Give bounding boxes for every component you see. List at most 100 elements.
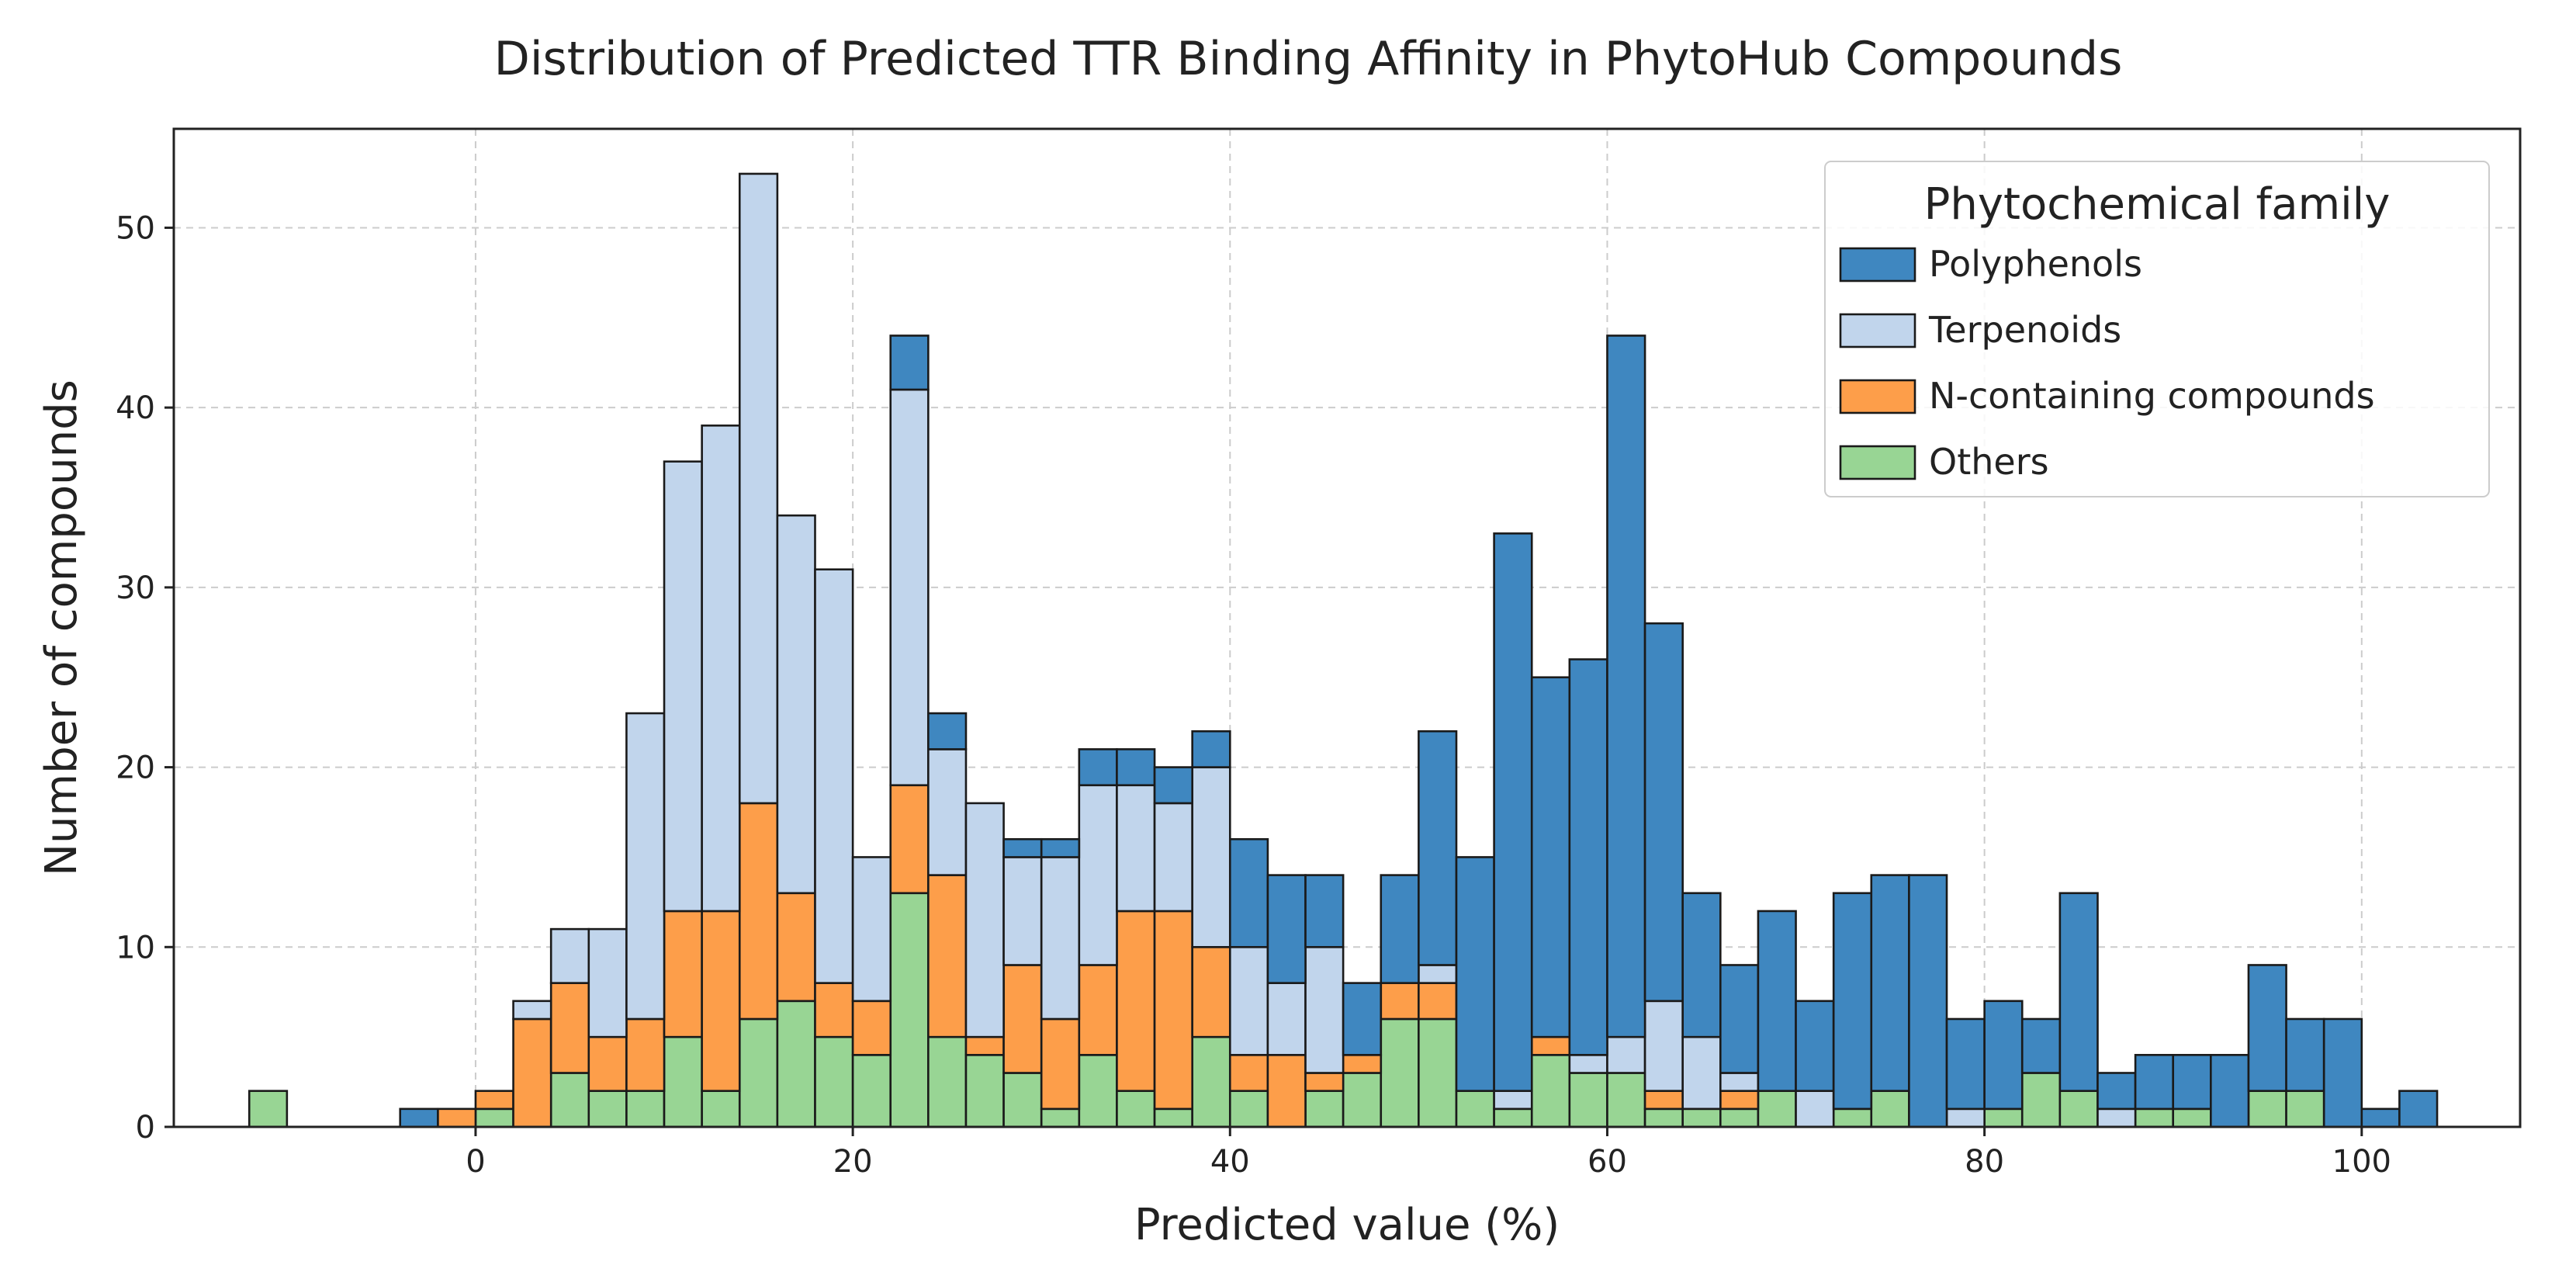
bar-polyphenols-bin-56 <box>2360 1107 2401 1128</box>
bar-n-containing-compounds-bin-12 <box>701 910 741 1092</box>
bar-polyphenols-bin-27 <box>1266 874 1307 984</box>
bar-terpenoids-bin-22 <box>1078 784 1118 966</box>
bar-n-containing-compounds-bin-14 <box>776 892 816 1003</box>
bar-polyphenols-bin-36 <box>1606 334 1646 1038</box>
bar-terpenoids-bin-14 <box>776 514 816 895</box>
bar-others-bin-14 <box>776 1000 816 1128</box>
bar-terpenoids-bin-20 <box>1002 856 1043 966</box>
bar-polyphenols-bin-44 <box>1908 874 1948 1128</box>
bar-polyphenols-bin-45 <box>1945 1017 1986 1111</box>
bar-others-bin-33 <box>1493 1107 1533 1128</box>
legend-label: Polyphenols <box>1929 243 2142 285</box>
bar-others-bin-53 <box>2247 1090 2287 1128</box>
bar-others-bin-18 <box>927 1035 968 1128</box>
bar-n-containing-compounds-bin-28 <box>1304 1072 1345 1092</box>
bar-others-bin-51 <box>2172 1107 2212 1128</box>
bar-n-containing-compounds-bin-23 <box>1116 910 1156 1092</box>
bar-others-bin-43 <box>1870 1090 1910 1128</box>
bar-terpenoids-bin-18 <box>927 748 968 876</box>
legend-label: N-containing compounds <box>1929 375 2375 417</box>
bar-polyphenols-bin-34 <box>1530 676 1571 1038</box>
bar-others-bin-8 <box>549 1072 590 1128</box>
bar-terpenoids-bin-25 <box>1191 766 1231 948</box>
bar-others-bin-26 <box>1228 1090 1269 1128</box>
bar-others-bin-6 <box>474 1107 514 1128</box>
legend-label: Terpenoids <box>1928 309 2121 351</box>
bar-polyphenols-bin-30 <box>1380 874 1420 984</box>
bar-others-bin-0 <box>248 1090 289 1128</box>
bar-terpenoids-bin-9 <box>587 927 628 1038</box>
bar-terpenoids-bin-8 <box>549 927 590 984</box>
bar-n-containing-compounds-bin-8 <box>549 982 590 1074</box>
plot-frame <box>172 127 2522 1128</box>
bar-n-containing-compounds-bin-29 <box>1342 1054 1383 1074</box>
legend-items: Polyphenols Terpenoids N-containing compou… <box>1839 243 2375 483</box>
bar-terpenoids-bin-12 <box>701 425 741 913</box>
bar-polyphenols-bin-17 <box>889 334 930 391</box>
bar-n-containing-compounds-bin-11 <box>663 910 703 1038</box>
bar-n-containing-compounds-bin-22 <box>1078 964 1118 1056</box>
bar-terpenoids-bin-24 <box>1153 802 1193 913</box>
bar-others-bin-37 <box>1643 1107 1684 1128</box>
legend-box <box>1824 161 2490 497</box>
bar-terpenoids-bin-35 <box>1568 1054 1608 1074</box>
legend-title: Phytochemical family <box>1924 179 2391 230</box>
bar-others-bin-50 <box>2134 1107 2175 1128</box>
bar-terpenoids-bin-33 <box>1493 1090 1533 1111</box>
bar-polyphenols-bin-21 <box>1040 837 1081 858</box>
x-tick-label: 0 <box>466 1144 485 1180</box>
bar-terpenoids-bin-19 <box>964 802 1005 1038</box>
bar-terpenoids-bin-31 <box>1418 964 1458 984</box>
bar-others-bin-24 <box>1153 1107 1193 1128</box>
bar-terpenoids-bin-41 <box>1795 1090 1835 1128</box>
bar-others-bin-40 <box>1757 1090 1797 1128</box>
bar-others-bin-46 <box>1983 1107 2024 1128</box>
x-tick-label: 60 <box>1587 1144 1627 1180</box>
bar-n-containing-compounds-bin-7 <box>512 1017 552 1128</box>
bar-polyphenols-bin-52 <box>2210 1054 2250 1128</box>
bar-polyphenols-bin-18 <box>927 712 968 750</box>
y-tick-label: 20 <box>116 750 155 786</box>
bar-polyphenols-bin-57 <box>2398 1090 2439 1128</box>
bar-others-bin-48 <box>2058 1090 2099 1128</box>
bar-polyphenols-bin-20 <box>1002 837 1043 858</box>
bar-terpenoids-bin-28 <box>1304 945 1345 1074</box>
bar-others-bin-20 <box>1002 1072 1043 1128</box>
bar-polyphenols-bin-42 <box>1832 892 1873 1111</box>
bar-polyphenols-bin-40 <box>1757 910 1797 1092</box>
bar-others-bin-31 <box>1418 1017 1458 1128</box>
bar-n-containing-compounds-bin-34 <box>1530 1035 1571 1056</box>
legend-swatch <box>1839 313 1916 348</box>
legend-swatch <box>1839 445 1916 480</box>
bar-others-bin-35 <box>1568 1072 1608 1128</box>
y-axis-ticks: 0 10 20 30 40 50 <box>116 210 174 1146</box>
bar-polyphenols-bin-33 <box>1493 532 1533 1092</box>
x-tick-label: 20 <box>833 1144 873 1180</box>
bar-others-bin-21 <box>1040 1107 1081 1128</box>
bar-polyphenols-bin-23 <box>1116 748 1156 787</box>
bar-n-containing-compounds-bin-9 <box>587 1035 628 1092</box>
y-axis-label: Number of compounds <box>36 380 87 876</box>
bar-polyphenols-bin-46 <box>1983 1000 2024 1111</box>
bar-others-bin-17 <box>889 892 930 1128</box>
bar-n-containing-compounds-bin-31 <box>1418 982 1458 1021</box>
bar-others-bin-13 <box>738 1017 779 1128</box>
bar-terpenoids-bin-7 <box>512 1000 552 1021</box>
bar-others-bin-54 <box>2285 1090 2325 1128</box>
bar-others-bin-19 <box>964 1054 1005 1128</box>
bar-polyphenols-bin-32 <box>1455 856 1495 1092</box>
bar-n-containing-compounds-bin-30 <box>1380 982 1420 1021</box>
bar-others-bin-38 <box>1681 1107 1722 1128</box>
bar-polyphenols-bin-47 <box>2020 1017 2062 1074</box>
bar-n-containing-compounds-bin-6 <box>474 1090 514 1111</box>
bar-others-bin-15 <box>814 1035 854 1128</box>
bar-polyphenols-bin-39 <box>1719 964 1760 1074</box>
bar-polyphenols-bin-50 <box>2134 1054 2175 1111</box>
bar-polyphenols-bin-51 <box>2172 1054 2212 1111</box>
y-tick-label: 40 <box>116 390 155 426</box>
bar-terpenoids-bin-36 <box>1606 1035 1646 1074</box>
bar-terpenoids-bin-15 <box>814 568 854 984</box>
bar-terpenoids-bin-11 <box>663 460 703 913</box>
y-tick-label: 30 <box>116 570 155 606</box>
bar-polyphenols-bin-37 <box>1643 622 1684 1003</box>
